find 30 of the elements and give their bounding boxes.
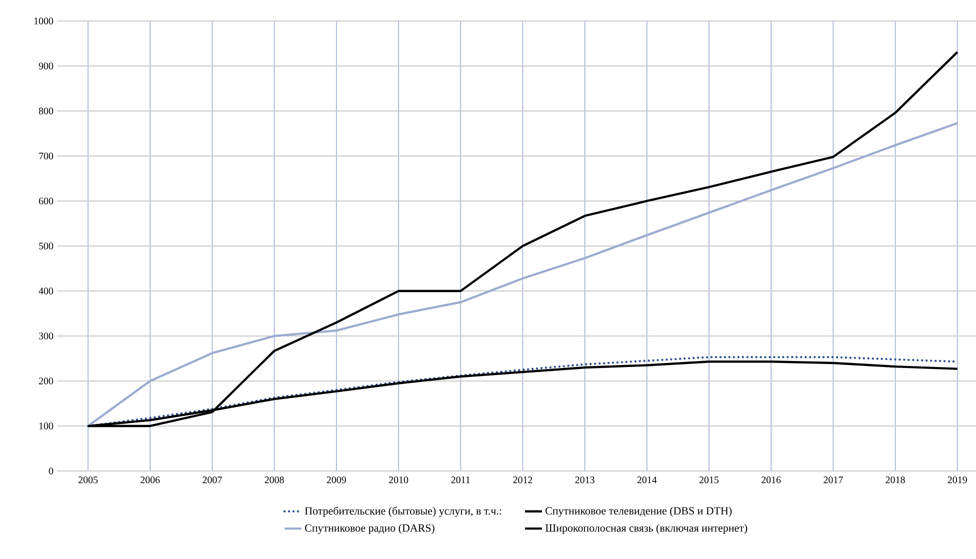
legend-label: Спутниковое радио (DARS) bbox=[305, 524, 434, 534]
x-tick-label: 2008 bbox=[264, 476, 284, 484]
y-tick-label: 900 bbox=[38, 62, 54, 70]
x-tick-label: 2005 bbox=[78, 476, 98, 484]
x-tick-label: 2007 bbox=[202, 476, 222, 484]
x-tick-label: 2019 bbox=[948, 476, 967, 484]
x-tick-label: 2016 bbox=[762, 476, 781, 484]
y-tick-label: 100 bbox=[39, 422, 54, 430]
y-tick-label: 0 bbox=[48, 468, 54, 474]
x-tick-label: 2015 bbox=[699, 476, 719, 484]
x-tick-label: 2018 bbox=[886, 476, 905, 484]
y-tick-label: 700 bbox=[39, 152, 54, 160]
y-tick-label: 300 bbox=[39, 332, 54, 340]
x-tick-label: 2014 bbox=[637, 476, 657, 484]
x-tick-label: 2017 bbox=[824, 476, 843, 484]
legend-label: Потребительские (бытовые) услуги, в т.ч.: bbox=[304, 506, 502, 517]
legend-label: Спутниковое телевидение (DBS и DTH) bbox=[546, 506, 732, 517]
x-tick-label: 2010 bbox=[389, 476, 408, 484]
x-tick-label: 2009 bbox=[326, 476, 346, 484]
y-tick-label: 200 bbox=[38, 378, 54, 384]
x-tick-label: 2011 bbox=[451, 476, 470, 484]
y-tick-label: 400 bbox=[38, 288, 54, 294]
x-tick-label: 2012 bbox=[513, 476, 532, 484]
x-tick-label: 2006 bbox=[140, 476, 160, 484]
y-tick-label: 1000 bbox=[34, 18, 54, 24]
y-tick-label: 600 bbox=[38, 198, 54, 204]
y-tick-label: 800 bbox=[38, 108, 54, 114]
y-tick-label: 500 bbox=[39, 242, 54, 250]
legend-label: Широкополосная связь (включая интернет) bbox=[545, 524, 748, 534]
x-tick-label: 2013 bbox=[575, 476, 594, 484]
